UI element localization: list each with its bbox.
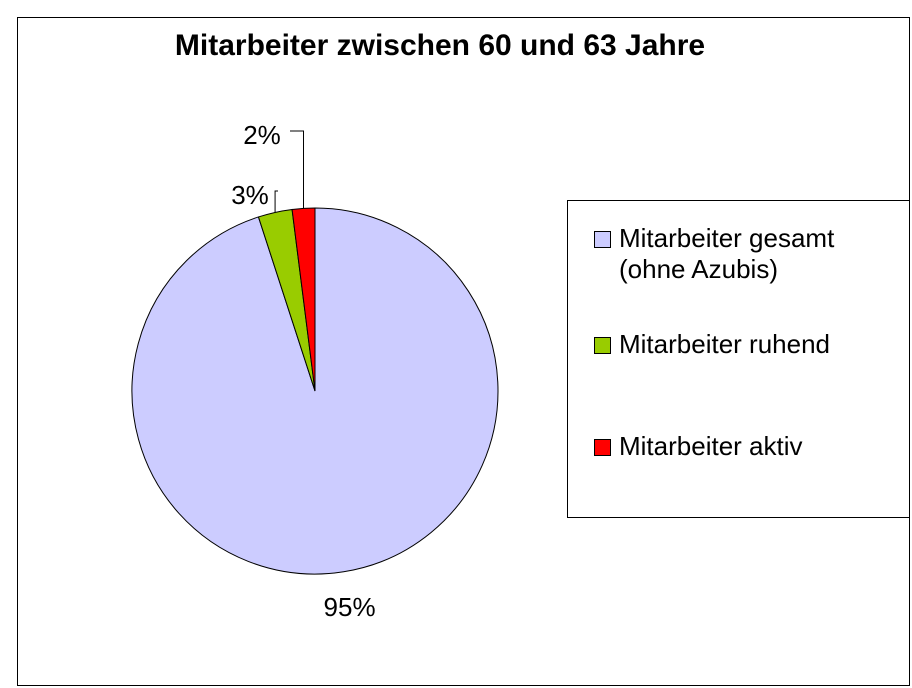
legend: Mitarbeiter gesamt (ohne Azubis) Mitarbei… bbox=[567, 200, 910, 518]
data-label: 3% bbox=[231, 180, 269, 210]
legend-label: Mitarbeiter aktiv bbox=[619, 431, 803, 461]
legend-entry: Mitarbeiter ruhend bbox=[594, 329, 894, 360]
legend-entry: Mitarbeiter gesamt (ohne Azubis) bbox=[594, 223, 894, 285]
legend-label: Mitarbeiter ruhend bbox=[619, 329, 830, 359]
legend-swatch bbox=[594, 439, 611, 456]
legend-swatch bbox=[594, 337, 611, 354]
legend-entry: Mitarbeiter aktiv bbox=[594, 431, 894, 462]
data-label: 2% bbox=[243, 120, 281, 150]
legend-swatch bbox=[594, 231, 611, 248]
data-label: 95% bbox=[324, 592, 376, 622]
leader-line bbox=[274, 190, 278, 213]
legend-label: Mitarbeiter gesamt (ohne Azubis) bbox=[619, 223, 835, 284]
chart-title: Mitarbeiter zwischen 60 und 63 Jahre bbox=[175, 29, 705, 62]
leader-line bbox=[290, 130, 305, 209]
